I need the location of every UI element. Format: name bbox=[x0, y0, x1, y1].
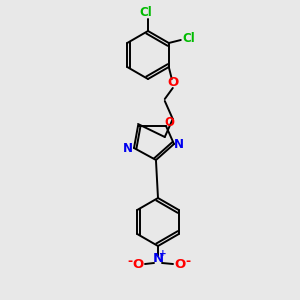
Text: N: N bbox=[123, 142, 133, 154]
Text: N: N bbox=[174, 137, 184, 151]
Text: O: O bbox=[167, 76, 178, 89]
Text: Cl: Cl bbox=[182, 32, 195, 46]
Text: -: - bbox=[185, 256, 190, 268]
Text: Cl: Cl bbox=[140, 7, 152, 20]
Text: O: O bbox=[132, 259, 144, 272]
Text: O: O bbox=[174, 259, 186, 272]
Text: -: - bbox=[128, 256, 133, 268]
Text: +: + bbox=[159, 250, 167, 259]
Text: O: O bbox=[164, 116, 174, 130]
Text: N: N bbox=[152, 253, 164, 266]
